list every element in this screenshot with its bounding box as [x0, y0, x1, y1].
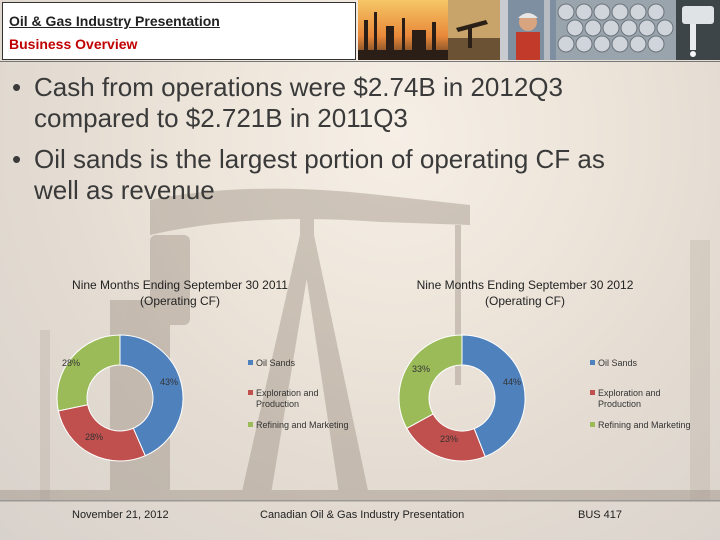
- chart-1-legend-item-0: Oil Sands: [590, 358, 637, 369]
- chart-2012-legend: Oil Sands Exploration and Production Refini…: [590, 358, 710, 438]
- bullet-dot: •: [12, 72, 22, 102]
- legend-label: Exploration and: [598, 388, 661, 398]
- header-photo-strip: [358, 0, 720, 60]
- header-divider: [0, 61, 720, 62]
- legend-swatch: [590, 390, 595, 395]
- oil-field-photo: [448, 0, 500, 60]
- chart-2012-title-line1: Nine Months Ending September 30 2012: [416, 278, 634, 292]
- chart-1-legend-item-1: Exploration and Production: [590, 388, 661, 410]
- chart-2011-title-line1: Nine Months Ending September 30 2011: [72, 278, 288, 292]
- worker-photo: [500, 0, 556, 60]
- chart-2012-title: Nine Months Ending September 30 2012 (Op…: [390, 277, 660, 309]
- presentation-title: Oil & Gas Industry Presentation: [9, 13, 220, 29]
- chart-2011-title-line2: (Operating CF): [139, 294, 221, 308]
- legend-swatch: [248, 422, 253, 427]
- chart-0-legend-item-2: Refining and Marketing: [248, 420, 349, 431]
- refinery-photo: [358, 0, 448, 60]
- legend-label: Exploration and: [256, 388, 319, 398]
- legend-swatch: [248, 360, 253, 365]
- chart-0-legend-item-1: Exploration and Production: [248, 388, 319, 410]
- legend-label: Production: [256, 399, 300, 409]
- bullet-dot: •: [12, 144, 22, 174]
- legend-label: Refining and Marketing: [256, 420, 349, 430]
- legend-label: Oil Sands: [598, 358, 638, 368]
- bullet-2-line2: well as revenue: [34, 175, 215, 205]
- bullet-1-line2: compared to $2.721B in 2011Q3: [34, 103, 408, 133]
- legend-swatch: [590, 360, 595, 365]
- chart-2011-legend: Oil Sands Exploration and Production Refini…: [248, 358, 368, 438]
- legend-label: Production: [598, 399, 642, 409]
- footer-date: November 21, 2012: [72, 509, 169, 521]
- footer-divider: [0, 500, 720, 501]
- legend-label: Oil Sands: [256, 358, 296, 368]
- title-box: Oil & Gas Industry Presentation Business…: [2, 2, 356, 60]
- chart-1-legend-item-2: Refining and Marketing: [590, 420, 691, 431]
- chart-2012-title-line2: (Operating CF): [484, 294, 566, 308]
- legend-swatch: [590, 422, 595, 427]
- chart-2011-title: Nine Months Ending September 30 2011 (Op…: [40, 277, 320, 309]
- bullet-2-line1: Oil sands is the largest portion of oper…: [34, 144, 605, 174]
- slide-subtitle: Business Overview: [9, 36, 138, 52]
- chart-0-legend-item-0: Oil Sands: [248, 358, 295, 369]
- legend-swatch: [248, 390, 253, 395]
- fuel-nozzle-photo: [676, 0, 720, 60]
- bullet-1-line1: Cash from operations were $2.74B in 2012…: [34, 72, 563, 102]
- pipes-photo: [556, 0, 676, 60]
- footer-center-text: Canadian Oil & Gas Industry Presentation: [260, 509, 465, 521]
- legend-label: Refining and Marketing: [598, 420, 691, 430]
- footer-course: BUS 417: [578, 509, 623, 521]
